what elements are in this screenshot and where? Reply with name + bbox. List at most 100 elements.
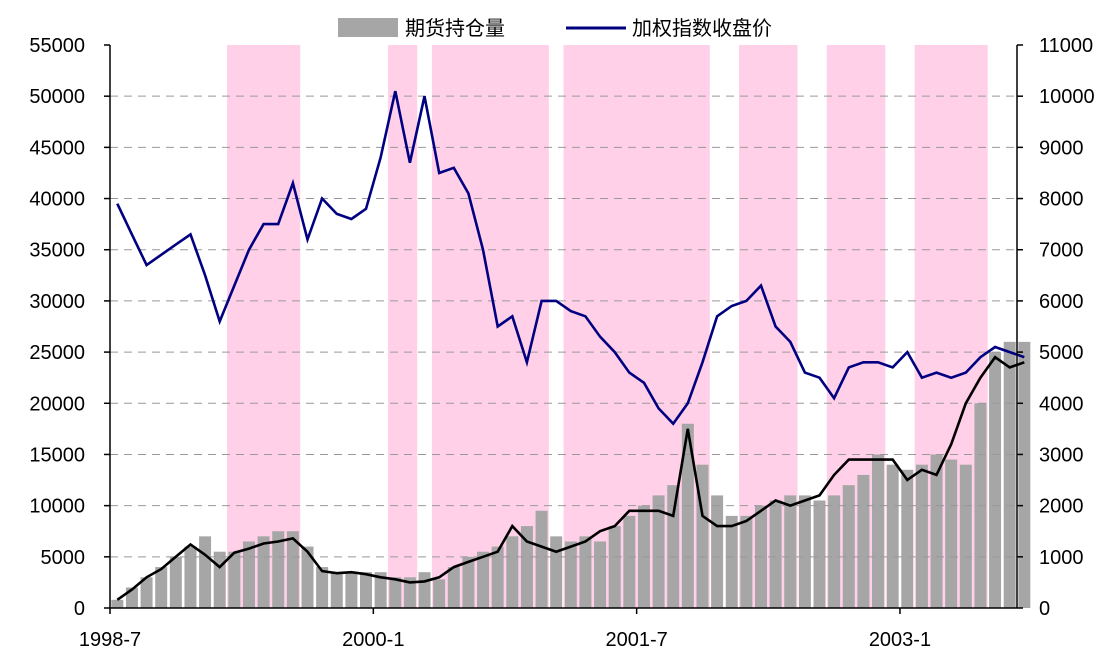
- bar-2001-01: [550, 536, 563, 608]
- highlight-band-0: [227, 45, 301, 608]
- bar-2000-09: [491, 546, 504, 608]
- left-tick-label-15000: 15000: [29, 444, 85, 466]
- left-tick-label-40000: 40000: [29, 189, 85, 211]
- right-tick-label-3000: 3000: [1039, 444, 1084, 466]
- axes: [109, 45, 1018, 609]
- x-axis-ticks: 1998-7 2000-1 2001-7 2003-1: [79, 608, 931, 651]
- right-tick-label-10000: 10000: [1039, 86, 1095, 108]
- bar-1999-10: [330, 572, 343, 608]
- legend-open-interest-label: 期货持仓量: [405, 16, 505, 40]
- bar-2002-05: [784, 495, 797, 608]
- bar-1999-02: [213, 551, 226, 608]
- bar-2002-06: [798, 495, 811, 608]
- right-tick-label-6000: 6000: [1039, 291, 1084, 313]
- grid-lines: [110, 95, 1017, 558]
- x-tick-label-2003-1: 2003-1: [869, 629, 931, 651]
- bar-2000-07: [462, 556, 475, 608]
- bar-1998-10: [155, 567, 168, 608]
- highlight-band-1: [387, 45, 418, 608]
- bar-2003-02: [915, 464, 928, 608]
- bar-1999-05: [257, 536, 270, 608]
- bar-2001-05: [608, 526, 621, 608]
- right-tick-label-2000: 2000: [1039, 496, 1084, 518]
- bar-2002-08: [828, 495, 841, 608]
- bar-2002-09: [842, 485, 855, 608]
- bar-2003-05: [959, 464, 972, 608]
- bar-2001-02: [564, 541, 577, 608]
- highlight-band-2: [431, 45, 549, 608]
- bar-2000-06: [447, 567, 460, 608]
- right-tick-label-7000: 7000: [1039, 240, 1084, 262]
- bar-2001-04: [594, 541, 607, 608]
- bar-1998-12: [184, 546, 197, 608]
- bar-2002-02: [740, 515, 753, 608]
- bar-2000-11: [520, 526, 533, 608]
- bar-1999-12: [360, 572, 373, 608]
- left-tick-label-45000: 45000: [29, 137, 85, 159]
- bar-1999-06: [272, 531, 285, 608]
- bar-2000-05: [433, 579, 446, 608]
- legend-open-interest-swatch: [338, 18, 398, 37]
- left-tick-label-25000: 25000: [29, 342, 85, 364]
- left-tick-label-35000: 35000: [29, 240, 85, 262]
- bar-1998-11: [169, 556, 182, 608]
- bar-2000-02: [389, 577, 402, 608]
- right-tick-label-9000: 9000: [1039, 137, 1084, 159]
- bar-1999-04: [242, 541, 255, 608]
- bar-2000-04: [418, 572, 431, 608]
- right-tick-label-0: 0: [1039, 598, 1050, 620]
- bar-1998-09: [140, 577, 153, 608]
- bar-2002-04: [769, 500, 782, 608]
- left-tick-label-55000: 55000: [29, 35, 85, 57]
- bar-2002-11: [872, 454, 885, 608]
- bar-2001-12: [711, 495, 724, 608]
- bar-2000-08: [477, 551, 490, 608]
- bar-2000-10: [506, 536, 519, 608]
- bar-2000-03: [403, 577, 416, 608]
- legend: 期货持仓量 加权指数收盘价: [338, 16, 772, 40]
- right-tick-label-5000: 5000: [1039, 342, 1084, 364]
- bar-1998-08: [125, 587, 138, 608]
- right-tick-label-11000: 11000: [1039, 35, 1093, 57]
- bar-2002-01: [725, 515, 738, 608]
- legend-index-close-label: 加权指数收盘价: [632, 16, 772, 40]
- bar-2001-03: [579, 536, 592, 608]
- right-tick-label-1000: 1000: [1039, 547, 1084, 569]
- index-close-line: [116, 90, 1025, 426]
- left-tick-label-0: 0: [74, 598, 85, 620]
- x-tick-label-2000-1: 2000-1: [342, 629, 404, 651]
- right-axis-ticks: 0 1000 2000 3000 4000 5000 6000 7000 8000 9000 100…: [1017, 35, 1095, 620]
- highlight-bands: [227, 45, 988, 608]
- bar-2002-12: [886, 464, 899, 608]
- left-tick-label-10000: 10000: [29, 496, 85, 518]
- bar-1999-08: [301, 546, 314, 608]
- right-tick-label-4000: 4000: [1039, 393, 1084, 415]
- x-tick-label-1998-7: 1998-7: [79, 629, 141, 651]
- left-axis-ticks: 0 5000 10000 15000 20000 25000 30000 35000 40000…: [29, 35, 110, 620]
- bar-2001-09: [667, 485, 680, 608]
- bar-1999-03: [228, 551, 241, 608]
- left-tick-label-20000: 20000: [29, 393, 85, 415]
- bar-2003-07: [989, 352, 1002, 608]
- bar-1999-01: [199, 536, 212, 608]
- bar-2002-07: [813, 500, 826, 608]
- left-tick-label-5000: 5000: [41, 547, 86, 569]
- bar-1998-07: [111, 599, 124, 608]
- bar-2003-04: [945, 459, 958, 608]
- bar-2001-10: [681, 423, 694, 608]
- bar-2001-08: [652, 495, 665, 608]
- open-interest-average-line: [116, 355, 1025, 601]
- x-tick-label-2001-7: 2001-7: [606, 629, 668, 651]
- bar-2000-12: [535, 510, 548, 608]
- right-tick-label-8000: 8000: [1039, 189, 1084, 211]
- bar-2002-10: [857, 474, 870, 608]
- bar-2003-08: [1003, 341, 1016, 608]
- bar-2001-06: [623, 515, 636, 608]
- left-tick-label-50000: 50000: [29, 86, 85, 108]
- bar-2000-01: [374, 572, 387, 608]
- bar-1999-09: [316, 567, 329, 608]
- bar-2003-03: [930, 454, 943, 608]
- bar-2001-11: [696, 464, 709, 608]
- bar-1999-11: [345, 572, 358, 608]
